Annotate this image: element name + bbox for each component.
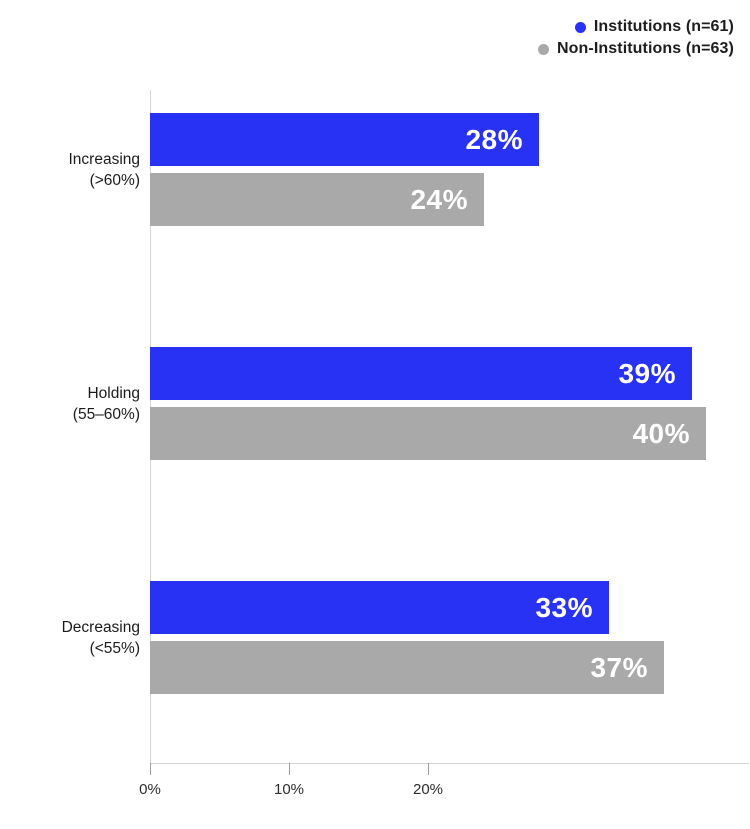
bar-value-label: 24% [410,183,468,215]
chart-legend: Institutions (n=61) Non-Institutions (n=… [538,18,734,58]
legend-dot-institutions-icon [574,21,586,33]
x-axis-tick-label: 0% [139,781,161,798]
bar-non-institutions-increasing: 24% [150,173,484,226]
legend-label-institutions: Institutions (n=61) [593,18,734,35]
category-label-holding: Holding (55–60%) [0,383,140,425]
x-axis-tick [150,763,151,775]
x-axis-tick-label: 10% [273,781,305,798]
bar-institutions-decreasing: 33% [150,581,609,634]
x-axis-tick [289,763,290,775]
category-label-decreasing: Decreasing (<55%) [0,617,140,659]
bar-value-label: 28% [465,123,523,155]
legend-label-non-institutions: Non-Institutions (n=63) [557,40,734,57]
bar-value-label: 37% [590,651,648,683]
category-label-increasing: Increasing (>60%) [0,149,140,191]
category-label-line2: (<55%) [89,640,140,657]
category-label-line1: Decreasing [61,619,140,636]
legend-item-institutions: Institutions (n=61) [574,18,734,36]
category-label-line2: (>60%) [89,172,140,189]
x-axis-tick-label: 20% [412,781,444,798]
bar-value-label: 39% [618,357,676,389]
bar-non-institutions-decreasing: 37% [150,641,664,694]
bar-value-label: 40% [632,417,690,449]
category-label-line1: Holding [87,385,140,402]
legend-item-non-institutions: Non-Institutions (n=63) [538,40,734,58]
category-label-line1: Increasing [68,151,140,168]
bar-institutions-holding: 39% [150,347,692,400]
x-axis-line [150,763,749,764]
bar-institutions-increasing: 28% [150,113,539,166]
bar-non-institutions-holding: 40% [150,407,706,460]
x-axis-tick [428,763,429,775]
category-label-line2: (55–60%) [72,406,140,423]
bar-value-label: 33% [535,591,593,623]
legend-dot-non-institutions-icon [538,43,550,55]
